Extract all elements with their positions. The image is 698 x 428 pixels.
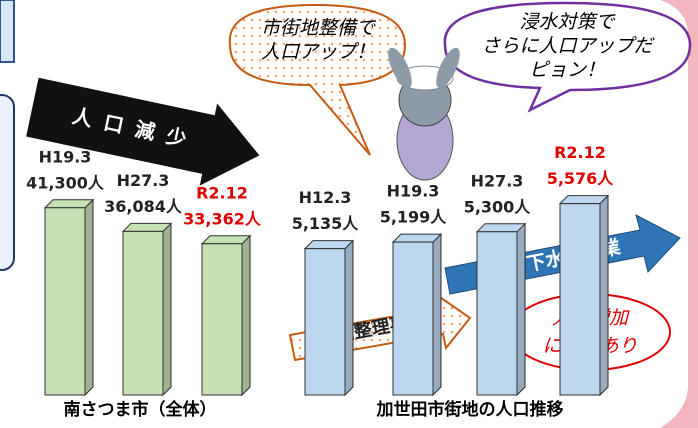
chart-title: 南さつま市（全体）: [64, 399, 217, 420]
category-label: H19.3: [39, 147, 92, 166]
bar-top: [305, 241, 353, 249]
bar-top: [477, 224, 525, 232]
bar-side: [85, 200, 93, 395]
bar-side: [163, 223, 171, 395]
bar-side: [600, 196, 608, 395]
panel-edge: [0, 95, 14, 270]
value-label: 5,135人: [292, 214, 360, 233]
category-label: H12.3: [299, 188, 352, 207]
category-label: H19.3: [387, 182, 440, 201]
value-label: 36,084人: [104, 197, 183, 216]
value-label: 5,576人: [547, 169, 615, 188]
bar-top: [123, 223, 171, 231]
bar: [393, 242, 433, 395]
bar-side: [433, 234, 441, 395]
infographic: 人口減少 市街地整備で人口アップ！ 浸水対策でさらに人口アップだピョン！ 都市下…: [0, 0, 698, 428]
bar-side: [345, 241, 353, 395]
bar-top: [202, 236, 250, 244]
value-label: 5,300人: [464, 197, 532, 216]
bar: [305, 249, 345, 395]
panel-edge: [0, 0, 14, 62]
bar-side: [517, 224, 525, 395]
bar-top: [393, 234, 441, 242]
bar: [202, 244, 242, 395]
bar-top: [560, 196, 608, 204]
bar: [560, 204, 600, 395]
value-label: 33,362人: [183, 209, 262, 228]
chart-title: 加世田市街地の人口推移: [376, 399, 564, 420]
text-line: 市街地整備で: [261, 17, 377, 39]
text-line: さらに人口アップだ: [481, 35, 655, 57]
category-label: R2.12: [196, 183, 248, 202]
category-label: H27.3: [471, 171, 524, 190]
bar: [45, 208, 85, 395]
bar: [477, 232, 517, 395]
text-line: 浸水対策で: [519, 11, 616, 33]
value-label: 5,199人: [380, 208, 448, 227]
category-label: R2.12: [554, 143, 606, 162]
category-label: H27.3: [117, 171, 170, 190]
bar-top: [45, 200, 93, 208]
value-label: 41,300人: [26, 173, 105, 192]
bar-side: [242, 236, 250, 395]
bar: [123, 231, 163, 395]
text-line: ピョン！: [529, 59, 605, 81]
text-line: 人口アップ！: [261, 41, 375, 63]
